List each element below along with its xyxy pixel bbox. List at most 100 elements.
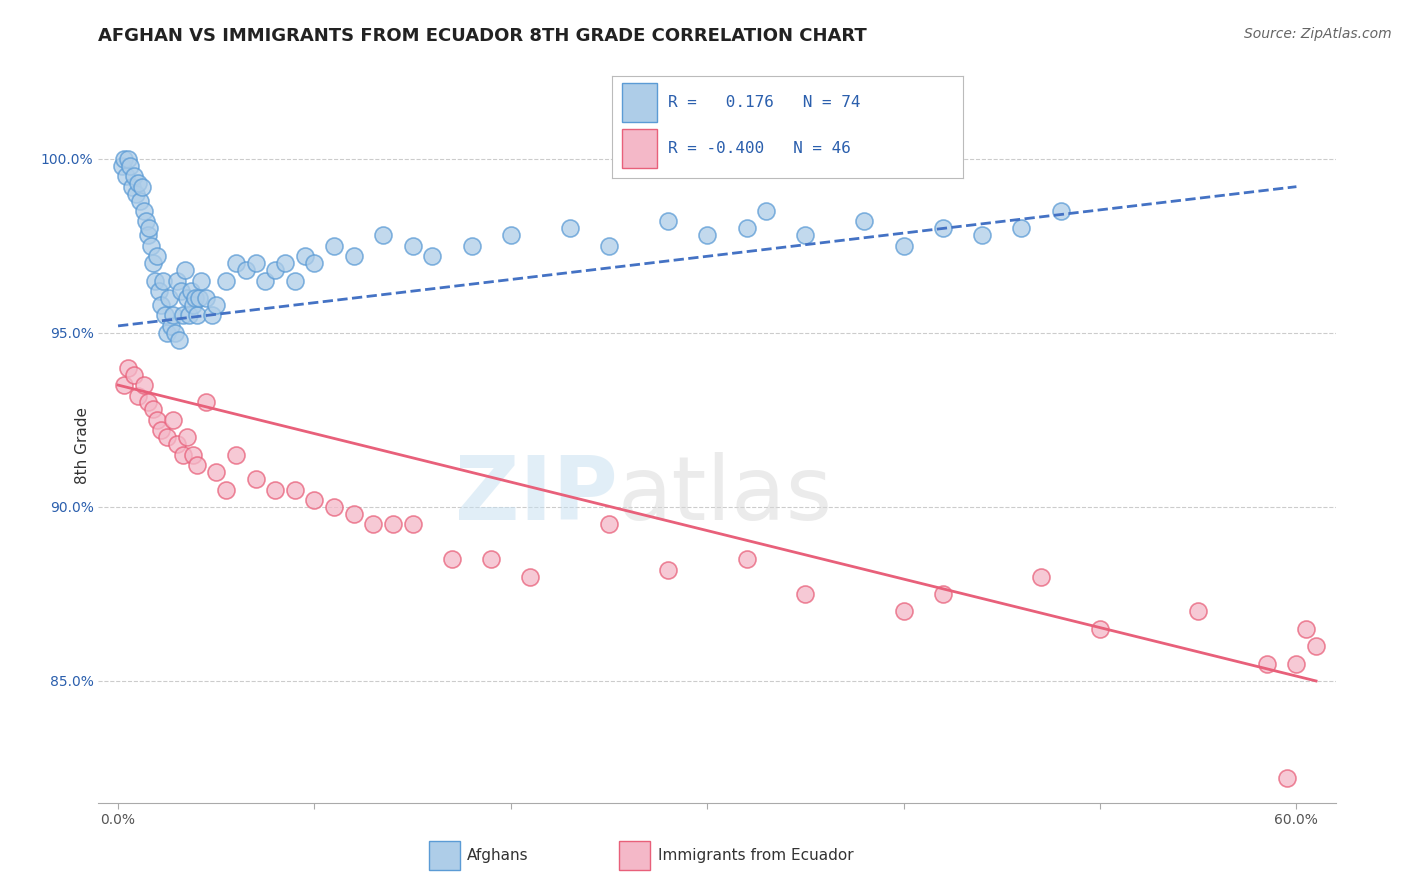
Point <box>138 221 160 235</box>
Point <box>205 465 228 479</box>
Text: AFGHAN VS IMMIGRANTS FROM ECUADOR 8TH GRADE CORRELATION CHART: AFGHAN VS IMMIGRANTS FROM ECUADOR 8TH GR… <box>98 27 868 45</box>
Point <box>118 159 141 173</box>
Point <box>173 263 195 277</box>
Point <box>1285 657 1308 671</box>
Point <box>1256 657 1278 671</box>
Point <box>162 309 184 323</box>
Point <box>1049 204 1071 219</box>
Point <box>284 483 307 497</box>
Point <box>187 291 209 305</box>
Point <box>186 309 208 323</box>
Point <box>1187 604 1209 618</box>
Point <box>304 256 326 270</box>
Point <box>153 309 176 323</box>
Point <box>932 221 955 235</box>
Point <box>132 204 155 219</box>
Point <box>284 274 307 288</box>
Point <box>183 291 205 305</box>
Point <box>177 309 200 323</box>
Point <box>190 274 212 288</box>
Point <box>121 179 143 194</box>
Point <box>1029 569 1052 583</box>
Point <box>401 239 423 253</box>
Point <box>156 430 179 444</box>
Point <box>598 517 620 532</box>
Point <box>264 263 287 277</box>
Point <box>460 239 482 253</box>
Point <box>215 274 238 288</box>
Point <box>180 284 202 298</box>
Point <box>128 194 150 208</box>
Point <box>131 179 153 194</box>
Point <box>274 256 297 270</box>
Point <box>142 402 165 417</box>
Point <box>755 204 778 219</box>
Point <box>160 318 183 333</box>
Point <box>363 517 385 532</box>
Point <box>162 413 184 427</box>
Point <box>235 263 257 277</box>
Text: Afghans: Afghans <box>467 848 529 863</box>
Point <box>157 291 180 305</box>
Point <box>499 228 522 243</box>
Point <box>122 368 145 382</box>
Point <box>150 423 173 437</box>
Point <box>215 483 238 497</box>
Point <box>127 176 149 190</box>
Point <box>420 249 443 263</box>
Point <box>132 378 155 392</box>
Point <box>166 437 188 451</box>
Point <box>115 169 138 184</box>
Point <box>1088 622 1111 636</box>
Text: ZIP: ZIP <box>456 452 619 540</box>
Point <box>181 448 204 462</box>
Bar <box>621 129 657 168</box>
Point <box>186 458 208 472</box>
Point <box>146 249 169 263</box>
Point <box>1011 221 1033 235</box>
Point <box>136 395 159 409</box>
Point <box>1275 772 1298 786</box>
Point <box>112 152 135 166</box>
Point <box>440 552 463 566</box>
Point <box>373 228 395 243</box>
Point <box>127 388 149 402</box>
Point <box>343 507 366 521</box>
Point <box>136 228 159 243</box>
Point <box>166 274 188 288</box>
Point <box>146 413 169 427</box>
Point <box>122 169 145 184</box>
Point <box>176 291 198 305</box>
Point <box>696 228 718 243</box>
Point <box>201 309 224 323</box>
Point <box>156 326 179 340</box>
Point <box>893 604 915 618</box>
Point <box>145 274 167 288</box>
Text: Immigrants from Ecuador: Immigrants from Ecuador <box>658 848 853 863</box>
Point <box>294 249 316 263</box>
Point <box>264 483 287 497</box>
Point <box>112 378 135 392</box>
Point <box>254 274 277 288</box>
Point <box>141 239 163 253</box>
Point <box>148 284 170 298</box>
Point <box>735 552 758 566</box>
Point <box>167 333 190 347</box>
Point <box>150 298 173 312</box>
Point <box>135 214 157 228</box>
Point <box>932 587 955 601</box>
Point <box>735 221 758 235</box>
Point <box>245 472 267 486</box>
Point <box>558 221 581 235</box>
Point <box>117 152 139 166</box>
Point <box>853 214 876 228</box>
Point <box>401 517 423 532</box>
Point <box>1295 622 1317 636</box>
Point <box>117 360 139 375</box>
Point <box>519 569 541 583</box>
Point <box>142 256 165 270</box>
Point <box>152 274 174 288</box>
Text: atlas: atlas <box>619 452 834 540</box>
Point <box>972 228 994 243</box>
Point <box>304 492 326 507</box>
